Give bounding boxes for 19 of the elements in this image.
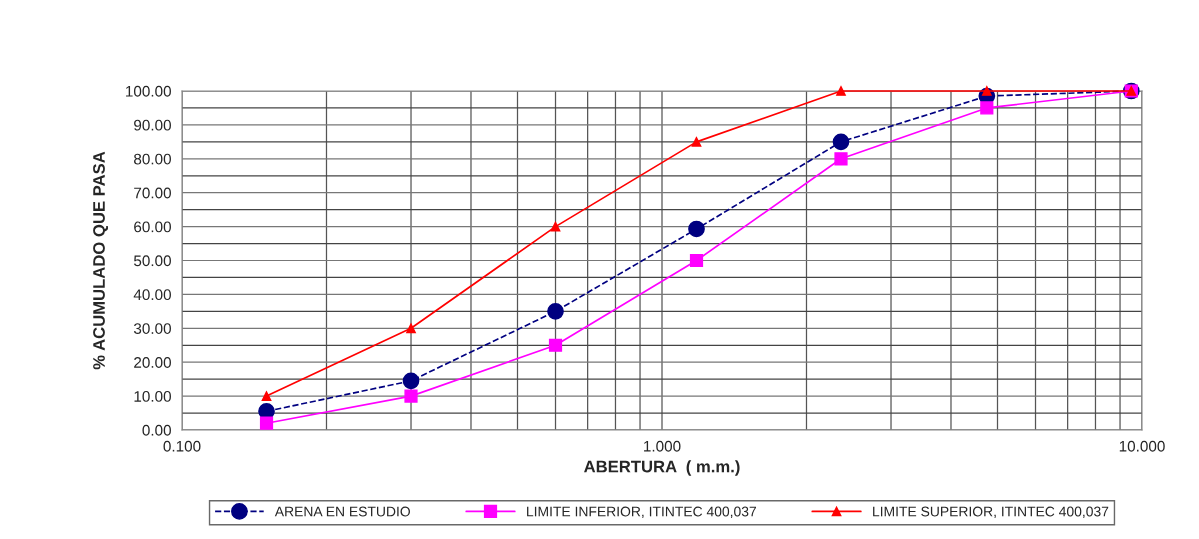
y-tick-label: 70.00: [134, 187, 171, 199]
legend-label: LIMITE INFERIOR, ITINTEC 400,037: [527, 506, 756, 519]
y-tick-label: 0.00: [142, 424, 171, 436]
x-tick-label: 10.000: [1119, 440, 1165, 452]
y-tick-label: 30.00: [133, 323, 171, 334]
legend-label: LIMITE SUPERIOR, ITINTEC 400,037: [873, 506, 1109, 519]
y-tick-label: 20.00: [134, 357, 171, 368]
y-tick-label: 50.00: [133, 255, 171, 267]
y-axis-title: % ACUMULADO QUE PASA: [93, 151, 109, 370]
y-tick-label: 100.00: [126, 85, 171, 97]
y-tick-label: 60.00: [134, 221, 171, 233]
y-tick-label: 40.00: [133, 289, 171, 301]
y-tick-label: 80.00: [134, 153, 171, 165]
y-tick-label: 90.00: [134, 119, 171, 131]
y-tick-label: 10.00: [134, 390, 171, 402]
x-tick-label: 1.000: [644, 440, 681, 452]
x-axis-title: ABERTURA ( m.m.): [584, 460, 740, 476]
x-tick-label: 0.100: [163, 440, 201, 452]
legend-label: ARENA EN ESTUDIO: [274, 506, 410, 517]
